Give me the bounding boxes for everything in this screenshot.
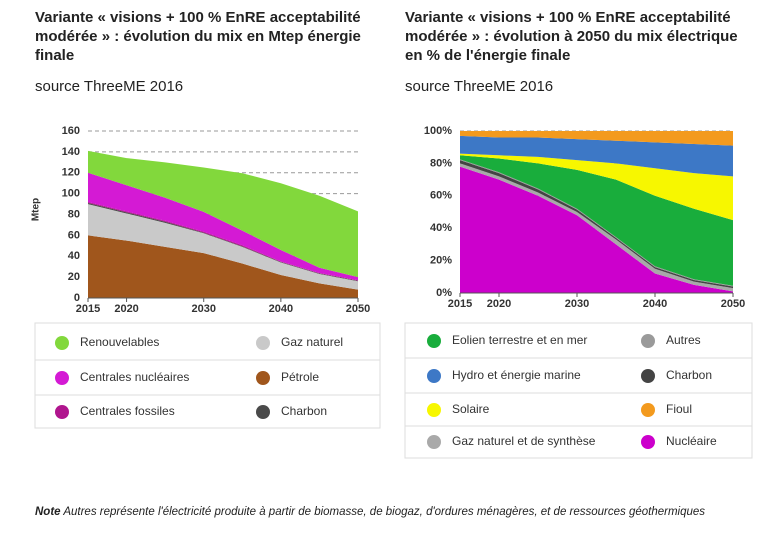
legend-swatch (427, 334, 441, 348)
legend-swatch (641, 334, 655, 348)
legend-swatch (641, 435, 655, 449)
y-tick-label: 20% (430, 255, 452, 267)
y-tick-label: 60% (430, 190, 452, 202)
x-tick-label: 2015 (76, 303, 100, 315)
legend-box (34, 322, 381, 429)
legend-label: Fioul (666, 402, 692, 416)
legend-label: Pétrole (281, 370, 319, 384)
area (460, 160, 733, 289)
legend-swatch (256, 336, 270, 350)
legend-label: Eolien terrestre et en mer (452, 333, 587, 347)
legend-swatch (55, 371, 69, 385)
y-tick-label: 80 (68, 208, 80, 220)
legend-label: Charbon (666, 368, 712, 382)
legend-swatch (641, 403, 655, 417)
note-label: Note (35, 506, 61, 518)
x-tick-label: 2050 (721, 298, 745, 310)
y-tick-label: 40 (68, 250, 80, 262)
note: Note Autres représente l'électricité pro… (35, 506, 705, 518)
y-tick-label: 40% (430, 222, 452, 234)
x-tick-label: 2040 (269, 303, 293, 315)
chart-subtitle: source ThreeME 2016 (35, 78, 184, 95)
x-tick-label: 2030 (565, 298, 589, 310)
legend-swatch (427, 403, 441, 417)
legend-label: Solaire (452, 402, 490, 416)
legend-swatch (427, 369, 441, 383)
x-tick-label: 2020 (114, 303, 138, 315)
area (88, 150, 358, 278)
x-tick-label: 2050 (346, 303, 370, 315)
chart-title: Variante « visions + 100 % EnRE acceptab… (35, 9, 361, 64)
legend-swatch (256, 371, 270, 385)
legend-swatch (641, 369, 655, 383)
y-tick-label: 80% (430, 157, 452, 169)
y-tick-label: 100 (62, 188, 80, 200)
y-tick-label: 160 (62, 125, 80, 137)
chart-title: Variante « visions + 100 % EnRE acceptab… (405, 9, 738, 64)
x-tick-label: 2030 (191, 303, 215, 315)
area (88, 204, 358, 290)
area (460, 166, 733, 293)
legend-box (404, 322, 753, 459)
legend-label: Charbon (281, 404, 327, 418)
y-tick-label: 140 (62, 146, 80, 158)
y-tick-label: 60 (68, 229, 80, 241)
legend-label: Centrales nucléaires (80, 370, 189, 384)
legend-label: Gaz naturel et de synthèse (452, 434, 596, 448)
legend-label: Renouvelables (80, 335, 159, 349)
area (460, 155, 733, 286)
x-tick-label: 2020 (487, 298, 511, 310)
x-tick-label: 2040 (643, 298, 667, 310)
y-axis-label: Mtep (31, 198, 42, 221)
area (460, 153, 733, 221)
area (460, 131, 733, 146)
x-tick-label: 2015 (448, 298, 472, 310)
y-tick-label: 20 (68, 271, 80, 283)
y-tick-label: 0 (74, 292, 80, 304)
legend-label: Centrales fossiles (80, 404, 175, 418)
legend-label: Hydro et énergie marine (452, 368, 581, 382)
chart-subtitle: source ThreeME 2016 (405, 78, 554, 95)
note-text: Autres représente l'électricité produite… (63, 506, 706, 518)
y-tick-label: 100% (424, 125, 452, 137)
y-tick-label: 0% (436, 287, 452, 299)
legend-label: Autres (666, 333, 701, 347)
legend-label: Nucléaire (666, 434, 717, 448)
area (460, 135, 733, 177)
area (460, 163, 733, 292)
legend-label: Gaz naturel (281, 335, 343, 349)
legend-swatch (55, 336, 69, 350)
legend-swatch (256, 405, 270, 419)
legend-swatch (427, 435, 441, 449)
y-tick-label: 120 (62, 167, 80, 179)
area (88, 172, 358, 281)
legend-swatch (55, 405, 69, 419)
area (88, 235, 358, 298)
